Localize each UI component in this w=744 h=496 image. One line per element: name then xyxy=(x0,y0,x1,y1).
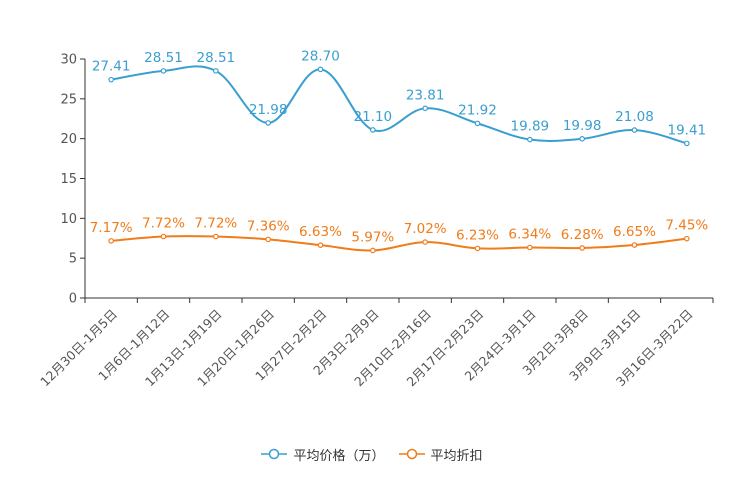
data-label: 19.41 xyxy=(668,122,707,138)
y-tick-label: 15 xyxy=(60,172,77,187)
data-label: 28.70 xyxy=(301,48,340,64)
legend-item-discount[interactable]: 平均折扣 xyxy=(398,445,483,464)
y-tick-label: 30 xyxy=(60,53,77,68)
data-point[interactable] xyxy=(317,242,324,248)
data-point[interactable] xyxy=(684,235,690,242)
x-axis: 12月30日-1月5日1月6日-1月12日1月13日-1月19日1月20日-1月… xyxy=(37,297,714,389)
data-point[interactable] xyxy=(160,233,167,240)
data-label: 21.08 xyxy=(615,109,654,125)
data-label: 6.23% xyxy=(456,227,499,243)
data-label: 19.89 xyxy=(511,119,550,135)
data-point[interactable] xyxy=(265,236,271,243)
y-tick-label: 20 xyxy=(60,132,77,147)
line-chart: 0 5 10 15 20 25 30 12月30日-1月5日1月6日-1月12日1月13日-… xyxy=(37,48,714,389)
data-point[interactable] xyxy=(160,68,167,74)
y-tick-label: 25 xyxy=(60,92,77,107)
data-label: 28.51 xyxy=(144,50,183,66)
data-label: 21.10 xyxy=(354,109,393,125)
data-label: 5.97% xyxy=(351,229,394,245)
data-point[interactable] xyxy=(422,105,428,112)
data-point[interactable] xyxy=(108,238,114,244)
data-point[interactable] xyxy=(527,244,533,251)
data-point[interactable] xyxy=(370,127,376,133)
data-label: 6.28% xyxy=(561,227,604,243)
data-label: 19.98 xyxy=(563,118,602,134)
legend-label-price: 平均价格（万） xyxy=(293,448,385,464)
series-layer: 27.41 28.51 28.51 21.98 28.70 21.10 23.81 21.92… xyxy=(90,48,708,254)
series-1: 7.17% 7.72% 7.72% 7.36% 6.63% 5.97% 7.02% 6.23%… xyxy=(90,215,708,254)
data-label: 7.17% xyxy=(90,220,133,236)
legend: 平均价格（万） 平均折扣 xyxy=(0,444,744,464)
data-label: 27.41 xyxy=(92,59,131,75)
y-tick-label: 5 xyxy=(69,252,77,267)
data-point[interactable] xyxy=(213,68,219,74)
data-point[interactable] xyxy=(631,242,638,248)
data-point[interactable] xyxy=(317,66,324,73)
y-axis: 0 5 10 15 20 25 30 xyxy=(60,53,86,307)
legend-line-circle-icon xyxy=(398,448,425,460)
data-label: 7.72% xyxy=(142,215,185,231)
series-0: 27.41 28.51 28.51 21.98 28.70 21.10 23.81 21.92… xyxy=(92,48,707,147)
series-line xyxy=(111,235,687,252)
data-point[interactable] xyxy=(631,127,638,133)
legend-line-circle-icon xyxy=(261,448,288,460)
data-label: 6.63% xyxy=(299,224,342,240)
data-point[interactable] xyxy=(474,120,481,127)
data-label: 7.45% xyxy=(665,218,708,234)
data-label: 21.98 xyxy=(249,102,288,118)
data-label: 23.81 xyxy=(406,87,445,103)
y-tick-label: 10 xyxy=(60,212,77,227)
legend-label-discount: 平均折扣 xyxy=(430,448,483,464)
data-label: 21.92 xyxy=(458,102,497,118)
data-label: 7.02% xyxy=(404,221,447,237)
data-point[interactable] xyxy=(265,120,271,126)
data-point[interactable] xyxy=(422,239,428,245)
data-point[interactable] xyxy=(213,233,219,240)
data-label: 7.36% xyxy=(247,218,290,234)
data-point[interactable] xyxy=(474,245,481,252)
legend-item-price[interactable]: 平均价格（万） xyxy=(261,445,385,464)
y-tick-label: 0 xyxy=(69,292,77,307)
data-label: 6.65% xyxy=(613,224,656,240)
data-point[interactable] xyxy=(579,245,585,251)
data-label: 28.51 xyxy=(197,50,236,66)
data-point[interactable] xyxy=(684,140,690,147)
data-point[interactable] xyxy=(579,136,585,142)
data-point[interactable] xyxy=(108,76,114,83)
data-point[interactable] xyxy=(527,136,533,143)
data-label: 6.34% xyxy=(508,226,551,242)
data-label: 7.72% xyxy=(194,215,237,231)
data-point[interactable] xyxy=(370,247,376,254)
